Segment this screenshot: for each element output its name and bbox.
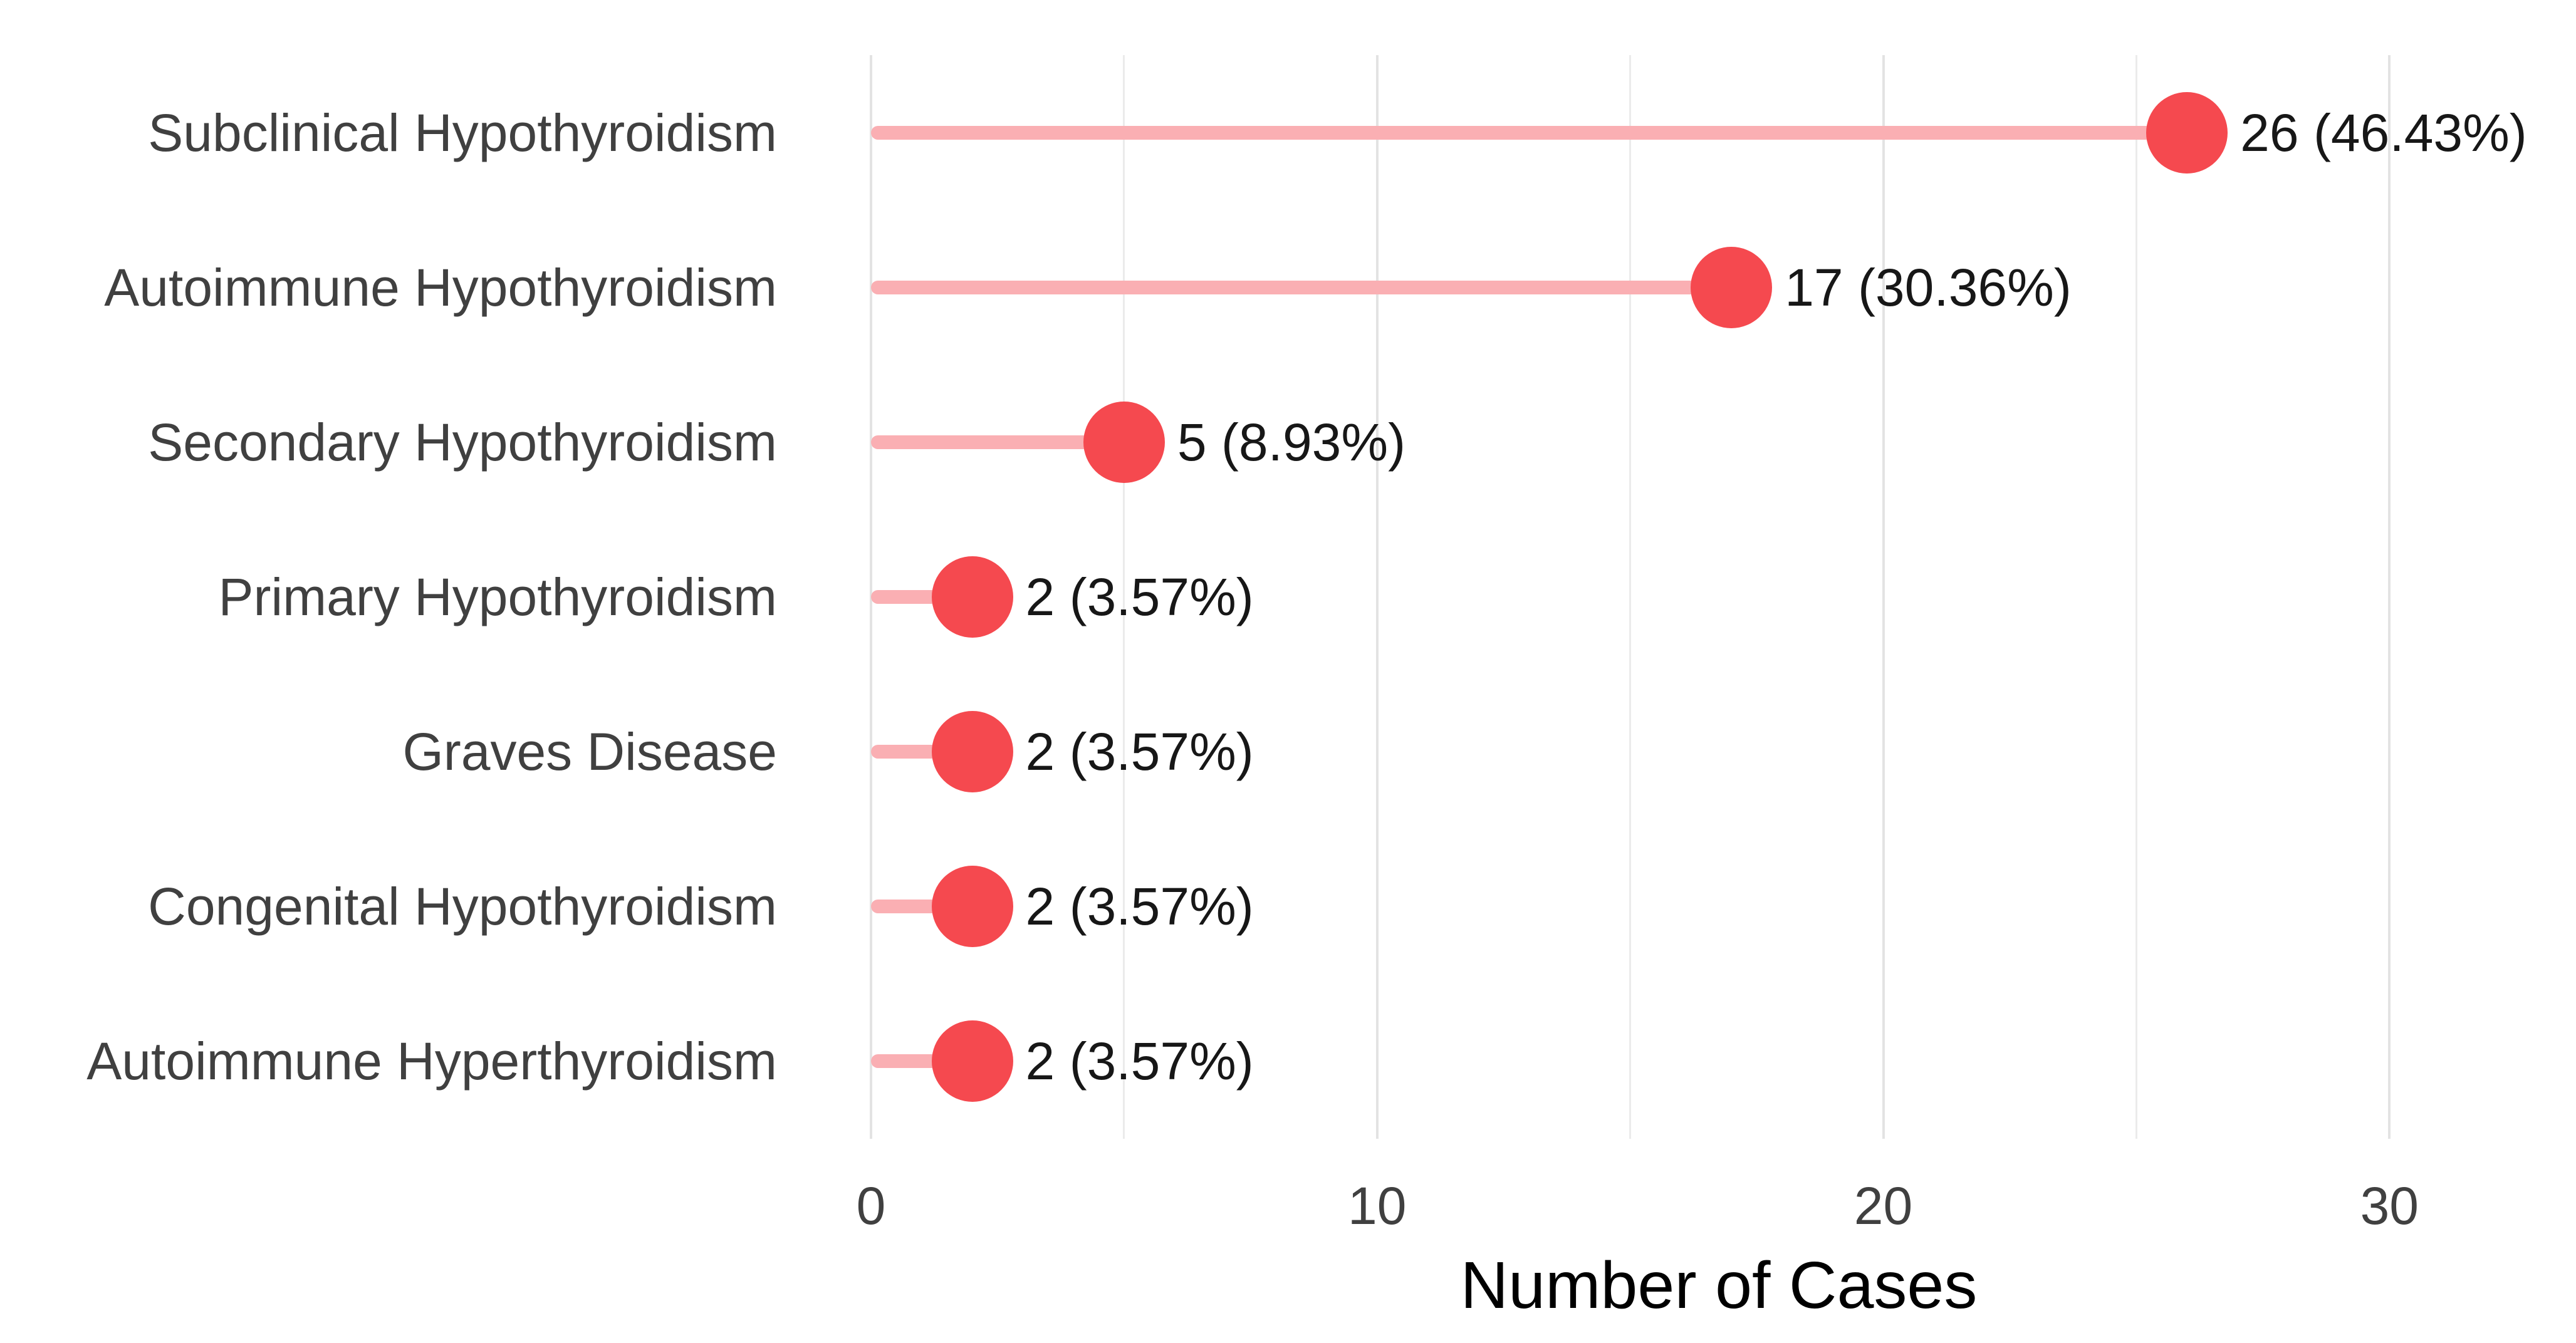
category-label: Primary Hypothyroidism (218, 568, 777, 626)
category-label: Subclinical Hypothyroidism (148, 103, 777, 162)
value-label: 2 (3.57%) (1025, 1032, 1254, 1091)
gridline-major (1882, 55, 1885, 1139)
gridline-major (2388, 55, 2391, 1139)
x-tick-label: 20 (1854, 1176, 1913, 1235)
x-tick-label: 0 (856, 1176, 886, 1235)
lollipop-stem (871, 435, 1124, 449)
lollipop-stem (871, 125, 2188, 140)
value-label: 5 (8.93%) (1177, 412, 1406, 472)
gridline-major (1375, 55, 1379, 1139)
category-label: Graves Disease (402, 722, 777, 782)
category-label: Autoimmune Hyperthyroidism (86, 1032, 777, 1091)
gridline-minor (2135, 55, 2137, 1139)
x-tick-label: 10 (1348, 1176, 1407, 1235)
value-label: 2 (3.57%) (1025, 722, 1254, 782)
value-label: 2 (3.57%) (1025, 877, 1254, 936)
value-label: 2 (3.57%) (1025, 568, 1254, 626)
lollipop-stem (871, 280, 1732, 294)
category-label: Autoimmune Hypothyroidism (104, 257, 777, 317)
lollipop-dot (2146, 91, 2228, 174)
lollipop-dot (1083, 401, 1165, 483)
gridline-minor (1629, 55, 1632, 1139)
lollipop-dot (931, 1020, 1013, 1102)
lollipop-dot (931, 556, 1013, 638)
lollipop-dot (1691, 246, 1773, 328)
gridline-minor (1123, 55, 1125, 1139)
category-label: Congenital Hypothyroidism (148, 877, 777, 936)
value-label: 26 (46.43%) (2240, 103, 2527, 162)
x-tick-label: 30 (2360, 1176, 2419, 1235)
category-label: Secondary Hypothyroidism (148, 412, 777, 472)
value-label: 17 (30.36%) (1785, 257, 2072, 317)
lollipop-dot (931, 866, 1013, 948)
x-axis-title: Number of Cases (1460, 1248, 1978, 1322)
lollipop-dot (931, 711, 1013, 793)
